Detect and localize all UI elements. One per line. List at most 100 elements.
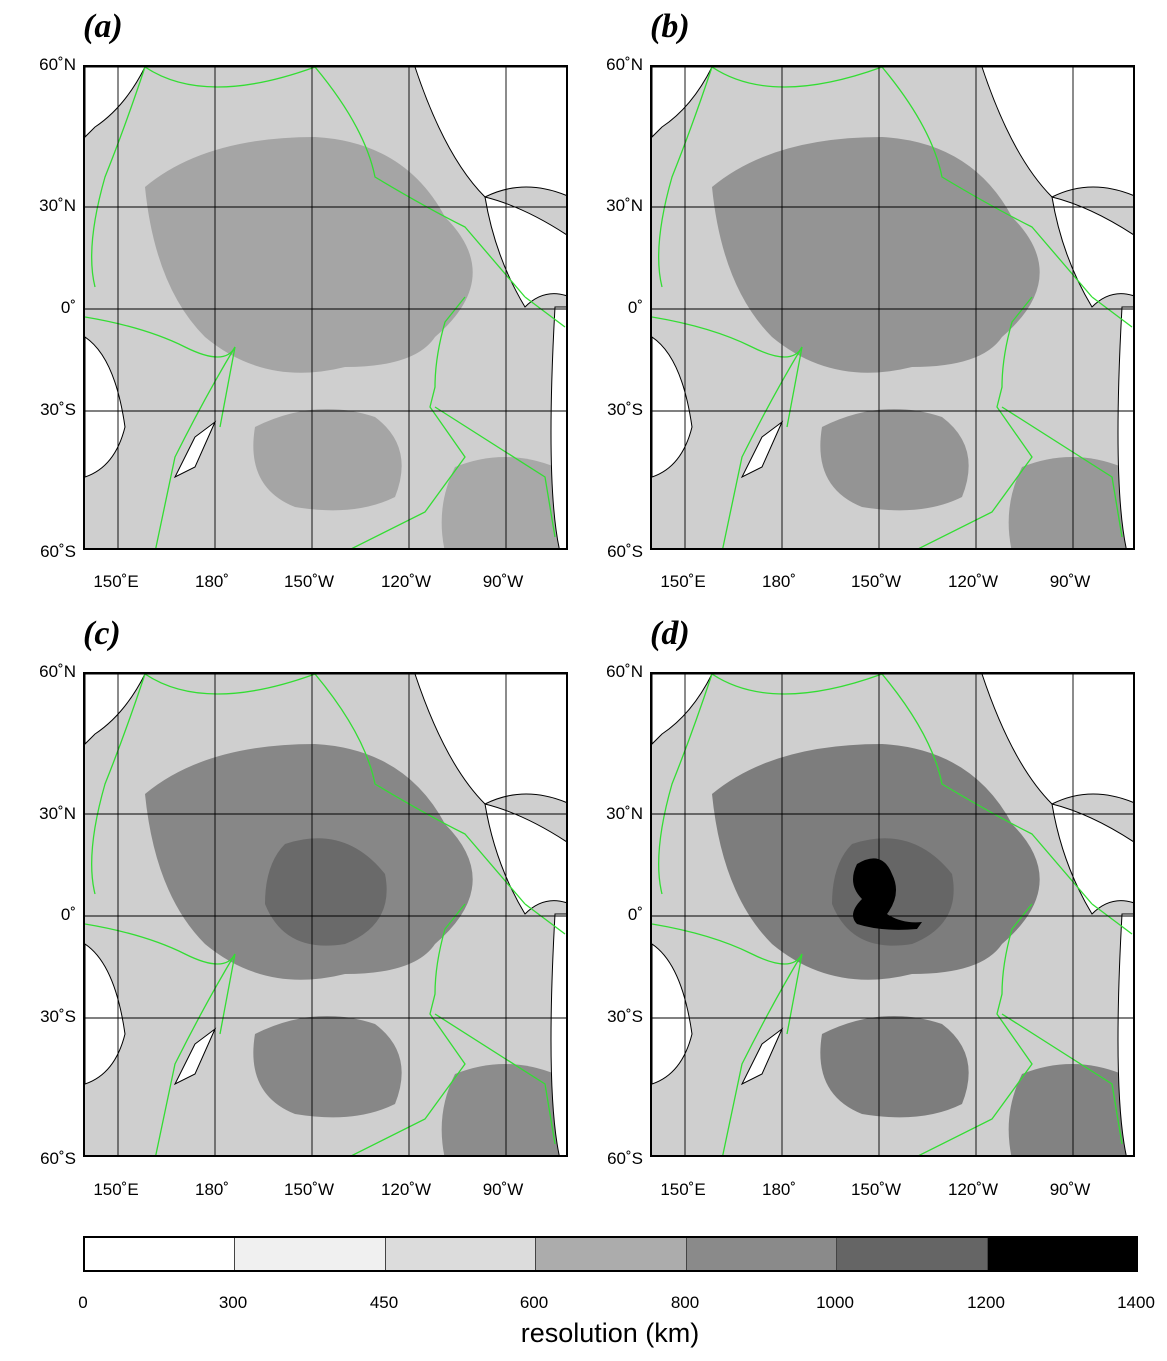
colorbar-tick-label: 800: [670, 1293, 700, 1312]
lon-label: 120˚W: [947, 572, 999, 591]
plate-boundary-line: [155, 953, 236, 1155]
plate-boundary-line: [711, 674, 883, 695]
map-graphic: [652, 674, 1133, 1155]
map-panel-a: [83, 65, 568, 550]
plate-boundary-line: [1091, 903, 1133, 935]
plate-boundary-line: [155, 346, 236, 548]
panel-label-b: (b): [650, 8, 690, 45]
colorbar-segment: [235, 1238, 386, 1270]
lat-label: 60˚N: [606, 55, 643, 74]
colorbar-segment: [988, 1238, 1136, 1270]
lon-label: 120˚W: [380, 572, 432, 591]
panel-label-c: (c): [83, 615, 121, 652]
resolution-region: [1008, 457, 1133, 548]
map-graphic: [85, 67, 566, 548]
plate-boundary-line: [918, 903, 1033, 1155]
panel-label-d: (d): [650, 615, 690, 652]
lat-label: 60˚N: [39, 662, 76, 681]
lat-label: 30˚N: [606, 196, 643, 215]
colorbar-tick-label: 1200: [967, 1293, 1005, 1312]
plate-boundary-line: [711, 67, 883, 88]
land-south-america: [1117, 913, 1133, 1155]
map-graphic: [85, 674, 566, 1155]
plate-boundary-line: [722, 953, 803, 1155]
lon-label: 150˚W: [850, 1180, 902, 1199]
plate-boundary-line: [85, 316, 236, 428]
plate-boundary-line: [434, 406, 556, 538]
plate-boundary-line: [1001, 406, 1123, 538]
map-panel-b: [650, 65, 1135, 550]
colorbar-title: resolution (km): [520, 1318, 700, 1348]
resolution-region: [441, 1064, 566, 1155]
land-new-zealand: [740, 420, 784, 479]
lat-label: 30˚N: [606, 804, 643, 823]
lon-label: 180˚: [761, 1180, 797, 1199]
plate-boundary-line: [91, 67, 146, 288]
lon-label: 150˚E: [93, 572, 139, 591]
lat-label: 60˚S: [40, 542, 76, 561]
lon-label: 150˚W: [283, 1180, 335, 1199]
lat-label: 30˚N: [39, 804, 76, 823]
resolution-region: [712, 137, 1040, 373]
resolution-region-max: [853, 858, 922, 930]
colorbar-tick-label: 1400: [1117, 1293, 1155, 1312]
plate-boundary-line: [91, 674, 146, 895]
lon-label: 180˚: [194, 1180, 230, 1199]
lon-label: 90˚W: [482, 572, 524, 591]
resolution-region: [441, 457, 566, 548]
map-panel-d: [650, 672, 1135, 1157]
land-australia: [652, 943, 693, 1085]
lat-label: 0˚: [627, 905, 643, 924]
plate-boundary-line: [144, 67, 316, 88]
land-australia: [85, 336, 126, 478]
plate-boundary-line: [1001, 1013, 1123, 1145]
resolution-region: [145, 137, 473, 373]
lon-label: 120˚W: [947, 1180, 999, 1199]
lon-label: 150˚E: [93, 1180, 139, 1199]
land-australia: [652, 336, 693, 478]
plate-boundary-line: [351, 296, 466, 548]
plate-boundary-line: [652, 923, 803, 1035]
lon-label: 150˚W: [283, 572, 335, 591]
lon-label: 180˚: [761, 572, 797, 591]
lon-label: 180˚: [194, 572, 230, 591]
plate-boundary-line: [314, 674, 526, 905]
lat-label: 30˚N: [39, 196, 76, 215]
land-new-zealand: [173, 1027, 217, 1086]
lat-label: 0˚: [60, 298, 76, 317]
colorbar-tick-label: 450: [369, 1293, 399, 1312]
land-central-america: [1051, 803, 1133, 915]
land-south-america: [550, 306, 566, 548]
colorbar-segment: [687, 1238, 837, 1270]
plate-boundary-line: [1091, 296, 1133, 328]
lon-label: 90˚W: [482, 1180, 524, 1199]
resolution-region: [253, 1016, 402, 1118]
resolution-region: [820, 1016, 969, 1118]
plate-boundary-line: [658, 674, 713, 895]
land-new-zealand: [173, 420, 217, 479]
lat-label: 30˚S: [607, 400, 643, 419]
lat-label: 60˚N: [606, 662, 643, 681]
plate-boundary-line: [881, 674, 1093, 905]
plate-boundary-line: [524, 903, 566, 935]
plate-boundary-line: [434, 1013, 556, 1145]
lat-label: 30˚S: [607, 1007, 643, 1026]
lat-label: 60˚S: [607, 1149, 643, 1168]
plate-boundary-line: [85, 923, 236, 1035]
colorbar-tick-label: 0: [78, 1293, 88, 1312]
panel-label-a: (a): [83, 8, 123, 45]
land-australia: [85, 943, 126, 1085]
colorbar-tick-label: 600: [519, 1293, 549, 1312]
land-central-america: [484, 803, 566, 915]
lat-label: 0˚: [60, 905, 76, 924]
plate-boundary-line: [658, 67, 713, 288]
plate-boundary-line: [351, 903, 466, 1155]
land-south-america: [1117, 306, 1133, 548]
lon-label: 150˚E: [660, 1180, 706, 1199]
lat-label: 30˚S: [40, 1007, 76, 1026]
map-panel-c: [83, 672, 568, 1157]
lat-label: 0˚: [627, 298, 643, 317]
lat-label: 60˚S: [607, 542, 643, 561]
colorbar-segment: [536, 1238, 687, 1270]
lat-label: 30˚S: [40, 400, 76, 419]
